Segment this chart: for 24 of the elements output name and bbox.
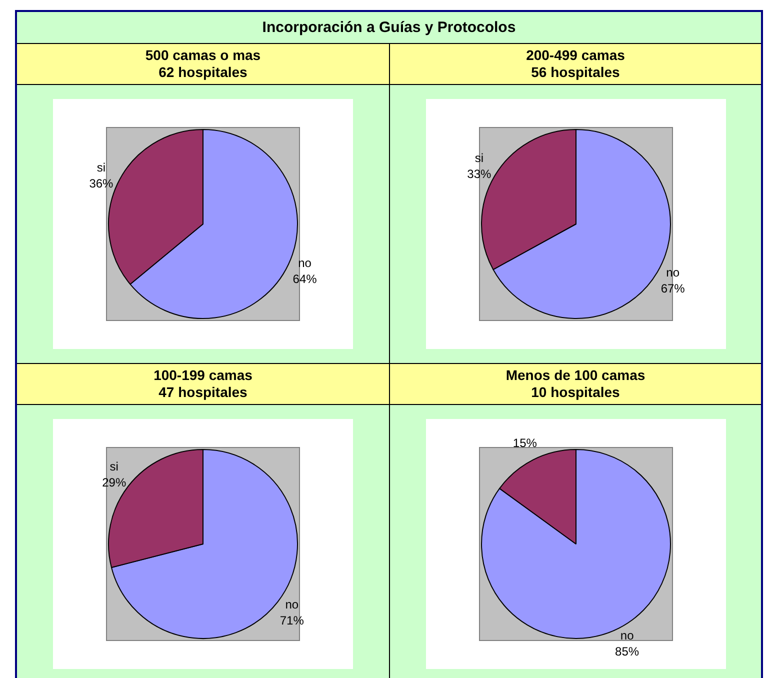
chart-title: 100-199 camas (152, 367, 254, 384)
text: Incorporación a Guías y Protocolos (261, 18, 517, 38)
chart-subtitle: 56 hospitales (530, 64, 621, 81)
slice-label: no (298, 256, 312, 270)
slice-label: no (620, 628, 634, 643)
chart-subtitle: 10 hospitales (530, 384, 621, 401)
chart-title: 500 camas o mas (144, 47, 262, 64)
data-label: 33% (466, 167, 491, 182)
slice-label: no (285, 597, 299, 612)
data-label: 15% (512, 436, 537, 450)
slice-label: si (110, 459, 118, 474)
slice-label: si (96, 160, 106, 174)
data-label: 64% (292, 272, 318, 286)
data-label: 36% (89, 176, 114, 190)
data-label: 29% (102, 475, 126, 490)
slice-label: si (474, 151, 483, 166)
slice-label: no (666, 266, 680, 280)
chart-subtitle: 47 hospitales (158, 384, 248, 401)
data-label: 67% (660, 282, 685, 296)
data-label: 85% (614, 644, 639, 659)
chart-title: Menos de 100 camas (504, 367, 646, 384)
data-label: 71% (280, 613, 304, 628)
chart-subtitle: 62 hospitales (158, 64, 248, 81)
chart-title: 200-499 camas (525, 47, 626, 64)
